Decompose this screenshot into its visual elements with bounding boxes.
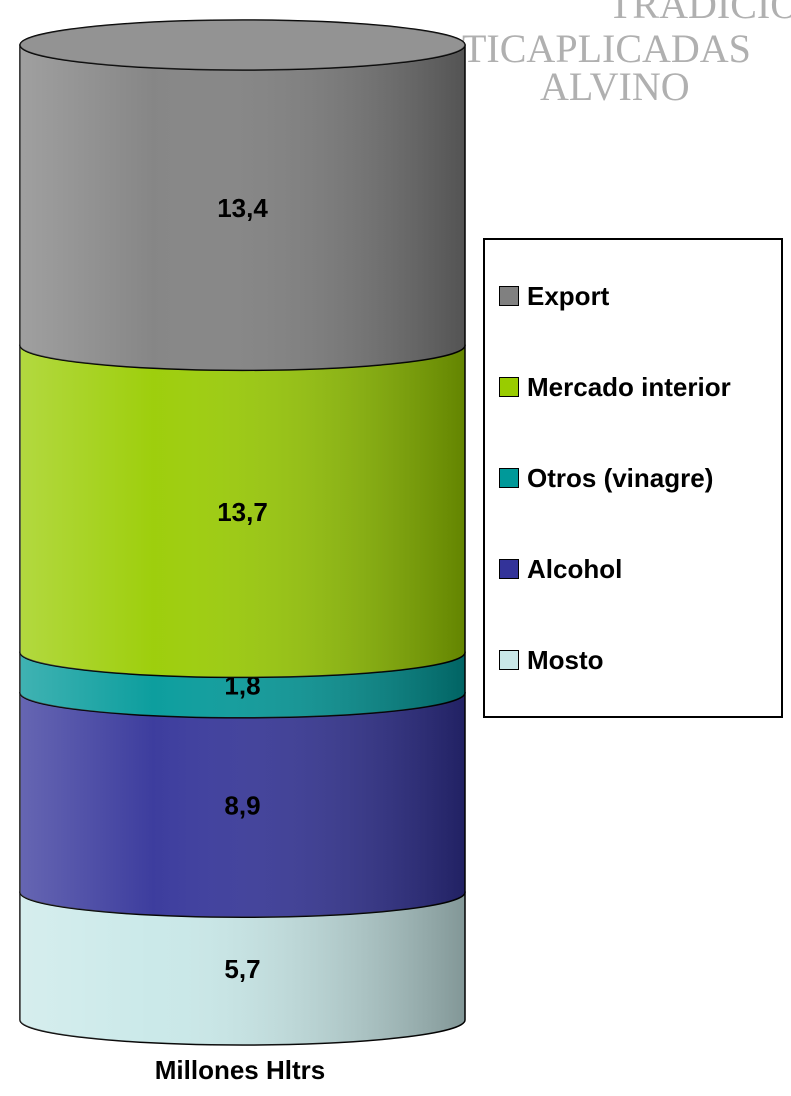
legend-label: Otros (vinagre) xyxy=(527,462,714,493)
logo-text: TRADICIÓ xyxy=(608,0,791,27)
legend-label: Mosto xyxy=(527,645,604,676)
segment-shade xyxy=(20,692,465,918)
legend-swatch xyxy=(499,559,519,580)
legend-swatch xyxy=(499,650,519,671)
cylinder-top-shade xyxy=(20,20,465,70)
segment-shade xyxy=(20,345,465,678)
legend-swatch xyxy=(499,376,519,397)
legend-item: Mercado interior xyxy=(497,367,769,407)
data-label: 8,9 xyxy=(224,790,260,820)
data-label: 13,7 xyxy=(217,497,268,527)
legend-item: Alcohol xyxy=(497,549,769,589)
legend-swatch xyxy=(499,467,519,488)
legend-label: Alcohol xyxy=(527,554,623,585)
legend-item: Otros (vinagre) xyxy=(497,458,769,498)
data-label: 5,7 xyxy=(224,954,260,984)
legend-item: Mosto xyxy=(497,640,769,680)
legend-label: Export xyxy=(527,280,610,311)
legend-label: Mercado interior xyxy=(527,371,731,402)
segment-shade xyxy=(20,45,465,371)
data-label: 13,4 xyxy=(217,193,268,223)
logo-text: ALVINO xyxy=(540,64,690,109)
legend-item: Export xyxy=(497,276,769,316)
legend: Export Mercado interior Otros (vinagre) Alc… xyxy=(483,238,783,718)
legend-swatch xyxy=(499,285,519,306)
x-axis-label: Millones Hltrs xyxy=(155,1055,325,1085)
logo-text: TICAPLICADAS xyxy=(462,26,751,71)
cylinder-top xyxy=(19,19,466,71)
segment-shade xyxy=(20,892,465,1045)
